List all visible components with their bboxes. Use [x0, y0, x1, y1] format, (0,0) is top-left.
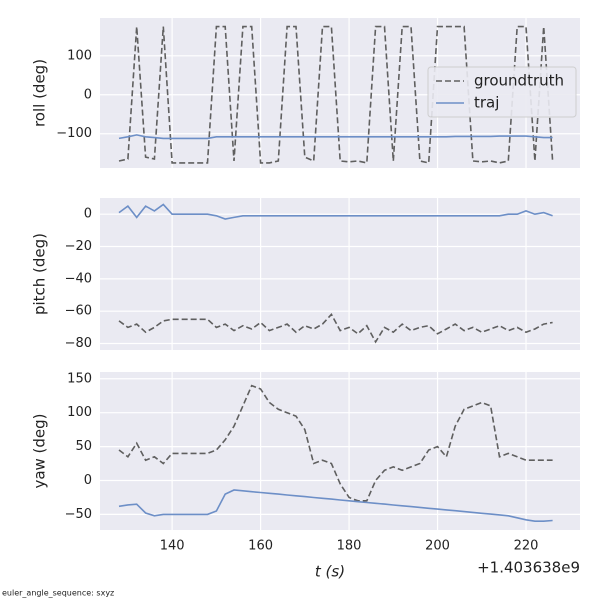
y-tick-label: 0: [84, 207, 92, 222]
y-tick-label: −50: [65, 507, 92, 522]
y-tick-label: −80: [65, 336, 92, 351]
footnote: euler_angle_sequence: sxyz: [2, 589, 114, 598]
plot-background: [100, 198, 580, 350]
legend-label: traj: [474, 94, 499, 112]
x-tick-label: 140: [160, 539, 185, 554]
x-tick-label: 180: [337, 539, 362, 554]
x-axis-label: t (s): [315, 563, 345, 581]
y-tick-label: 50: [75, 439, 92, 454]
x-tick-label: 160: [248, 539, 273, 554]
y-tick-label: 150: [67, 371, 92, 386]
plot-background: [100, 372, 580, 530]
x-tick-label: 200: [425, 539, 450, 554]
x-offset-text: +1.403638e9: [477, 559, 580, 577]
y-tick-label: −100: [56, 126, 92, 141]
y-axis-label: yaw (deg): [31, 413, 49, 488]
series-line: [118, 384, 553, 502]
series-line: [118, 489, 553, 522]
y-tick-label: 0: [84, 87, 92, 102]
y-tick-label: 100: [67, 405, 92, 420]
legend-box: [427, 66, 577, 118]
series-line: [118, 134, 553, 140]
y-tick-label: −40: [65, 271, 92, 286]
series-line: [118, 313, 553, 344]
series-line: [118, 25, 554, 164]
y-tick-label: 0: [84, 473, 92, 488]
y-tick-label: −20: [65, 239, 92, 254]
series-line: [118, 203, 553, 220]
y-axis-label: roll (deg): [31, 59, 49, 127]
y-tick-label: −60: [65, 304, 92, 319]
y-axis-label: pitch (deg): [31, 233, 49, 315]
y-tick-label: 100: [67, 48, 92, 63]
legend-label: groundtruth: [474, 72, 564, 90]
x-tick-label: 220: [514, 539, 539, 554]
